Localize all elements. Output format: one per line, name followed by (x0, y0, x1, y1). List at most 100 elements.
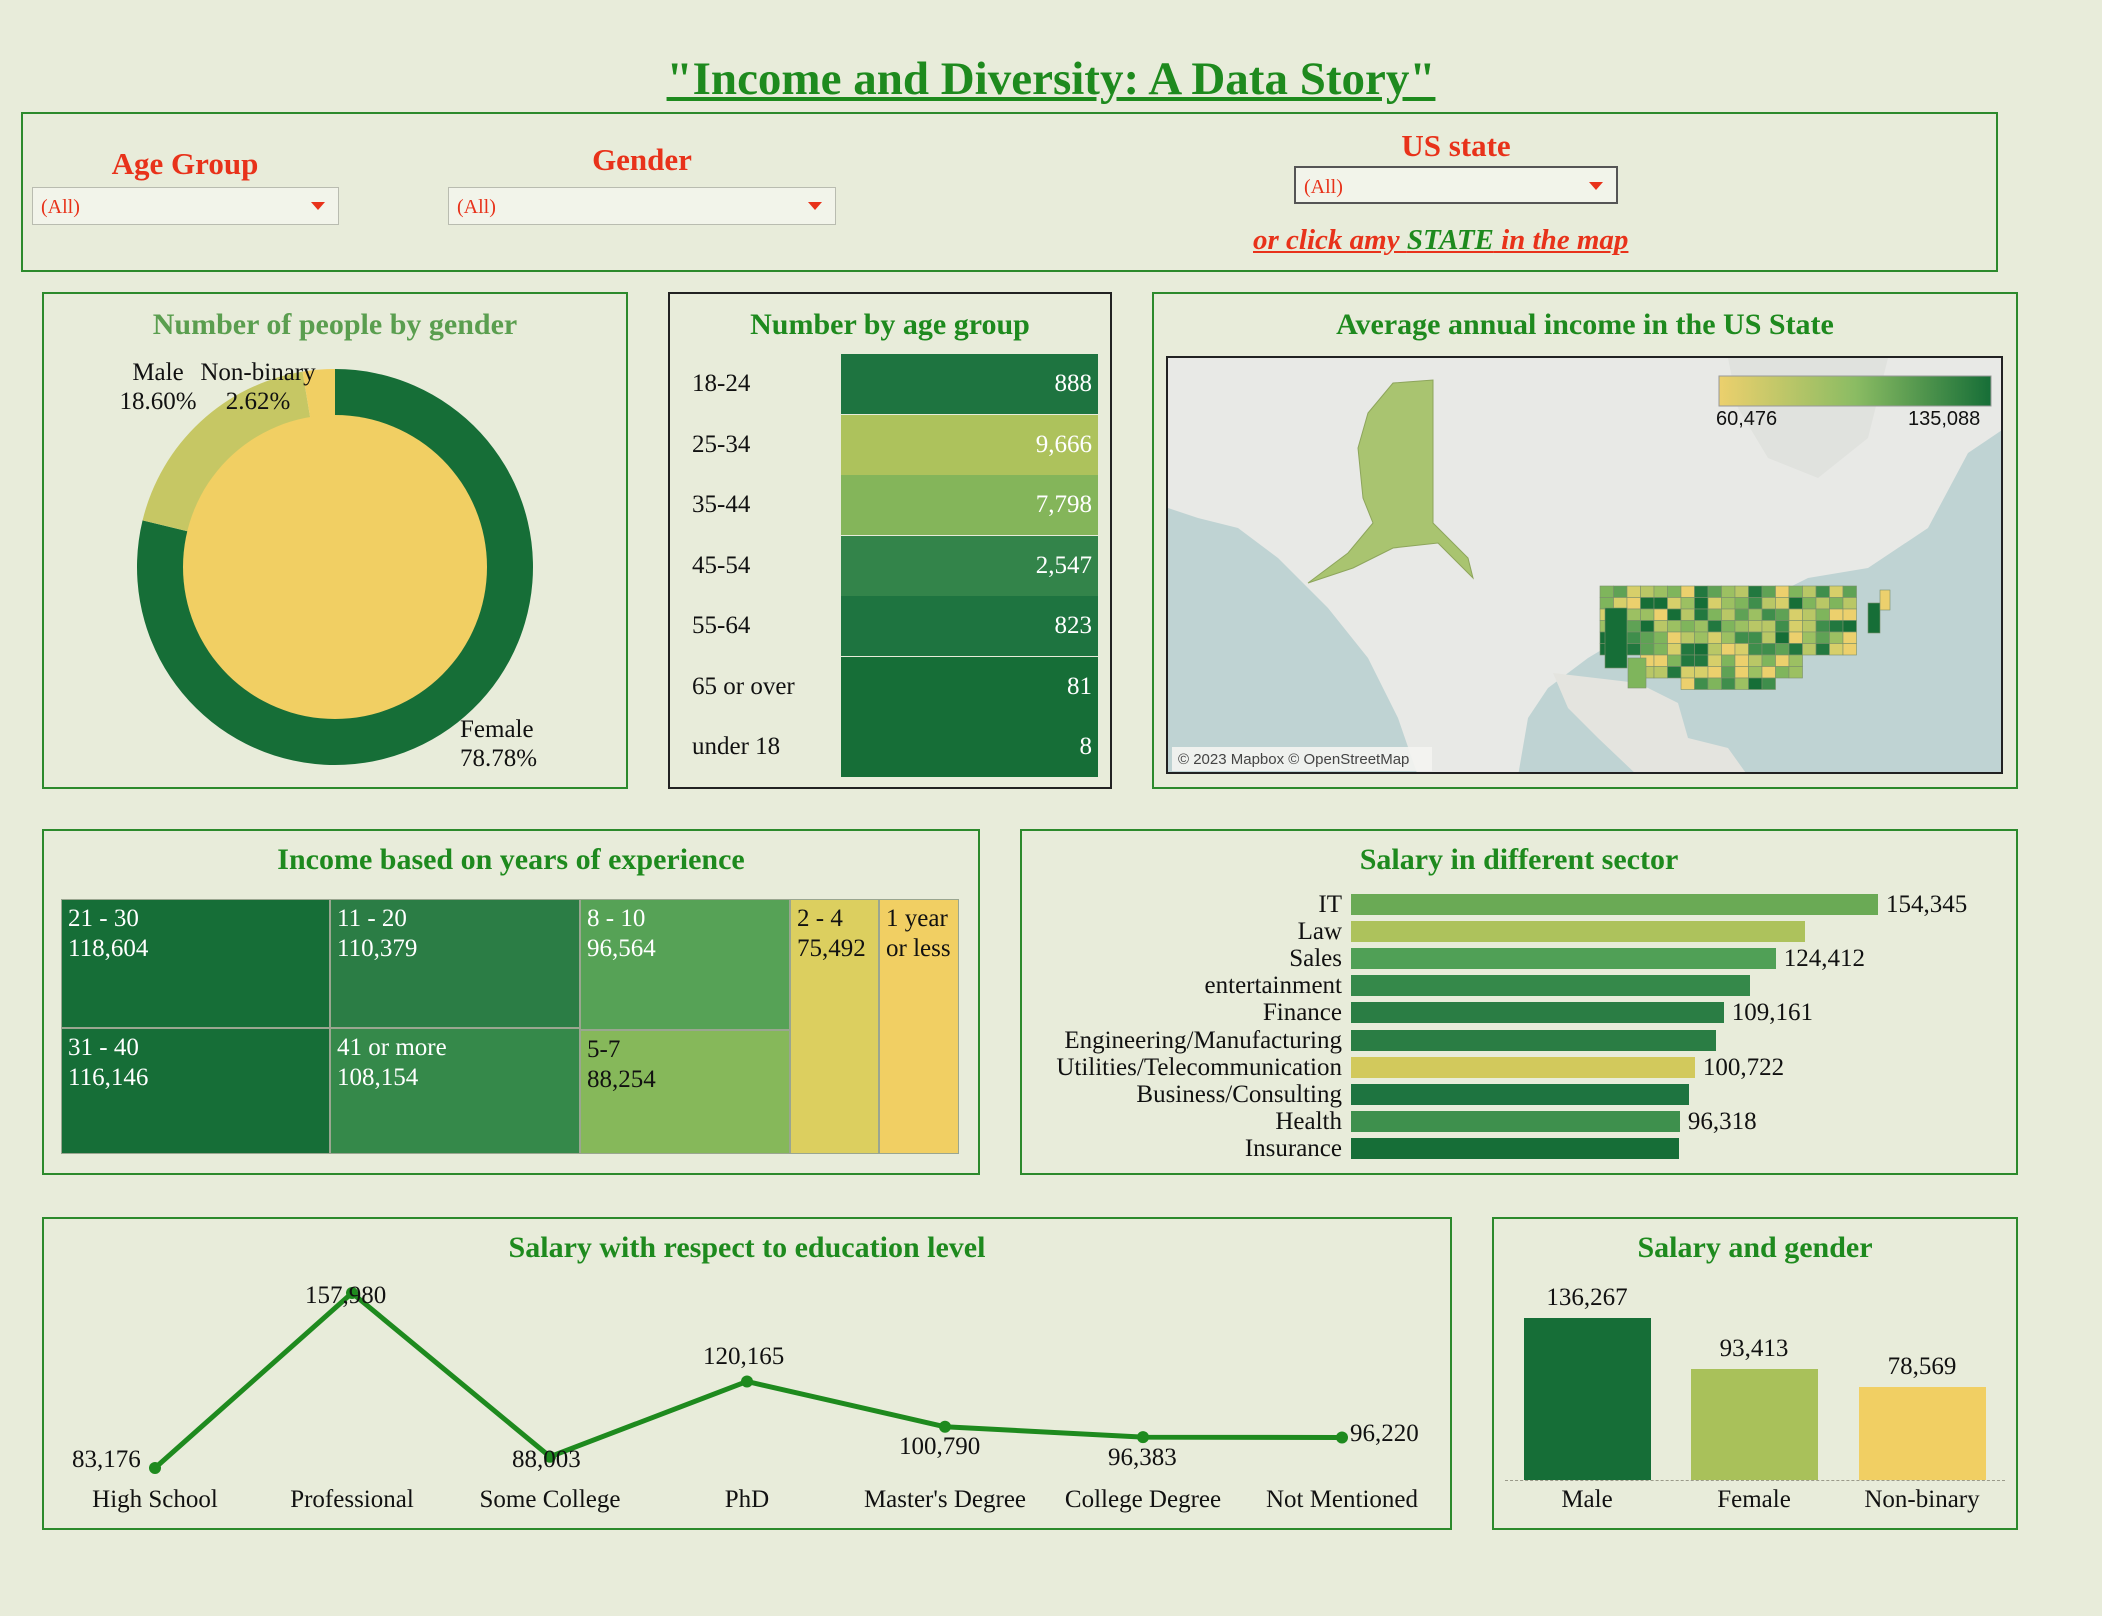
gender-salary-bar[interactable] (1859, 1386, 1986, 1480)
state-tile[interactable] (1721, 608, 1736, 621)
state-tile[interactable] (1694, 608, 1709, 621)
state-tile[interactable] (1761, 597, 1776, 610)
age-row-bar[interactable]: 9,666 (841, 414, 1098, 475)
sector-bar[interactable] (1351, 948, 1776, 970)
state-tile[interactable] (1842, 620, 1857, 633)
state-tile[interactable] (1626, 620, 1641, 633)
state-tile[interactable] (1775, 654, 1790, 667)
state-tile[interactable] (1775, 597, 1790, 610)
state-tile[interactable] (1829, 643, 1844, 656)
state-tile[interactable] (1721, 677, 1736, 690)
state-tile[interactable] (1829, 620, 1844, 633)
state-tile[interactable] (1761, 585, 1776, 598)
state-tile[interactable] (1694, 597, 1709, 610)
state-tile[interactable] (1707, 677, 1722, 690)
state-tile[interactable] (1748, 666, 1763, 679)
state-tile[interactable] (1626, 597, 1641, 610)
us-state-dropdown[interactable]: (All) (1294, 166, 1618, 204)
sector-bar[interactable] (1351, 1110, 1680, 1132)
state-tile[interactable] (1842, 631, 1857, 644)
state-tile[interactable] (1680, 631, 1695, 644)
state-tile[interactable] (1640, 631, 1655, 644)
state-tile[interactable] (1653, 666, 1668, 679)
state-tile[interactable] (1667, 643, 1682, 656)
state-tile[interactable] (1748, 585, 1763, 598)
state-tile[interactable] (1815, 585, 1830, 598)
state-tile[interactable] (1640, 620, 1655, 633)
state-tile[interactable] (1734, 643, 1749, 656)
state-tile[interactable] (1788, 631, 1803, 644)
state-tile[interactable] (1802, 643, 1817, 656)
state-tile[interactable] (1761, 654, 1776, 667)
state-tile[interactable] (1613, 597, 1628, 610)
sector-bar[interactable] (1351, 921, 1806, 943)
education-point[interactable] (149, 1462, 161, 1474)
age-row-bar[interactable]: 888 (841, 354, 1098, 414)
state-tile[interactable] (1761, 631, 1776, 644)
age-row-bar[interactable]: 81 (841, 656, 1098, 717)
state-tile[interactable] (1694, 643, 1709, 656)
state-tile[interactable] (1653, 585, 1668, 598)
state-tile[interactable] (1667, 666, 1682, 679)
state-tile[interactable] (1627, 657, 1647, 689)
age-row-bar[interactable]: 7,798 (841, 475, 1098, 535)
state-tile[interactable] (1626, 631, 1641, 644)
state-tile[interactable] (1829, 597, 1844, 610)
state-tile[interactable] (1748, 597, 1763, 610)
sector-bar[interactable] (1351, 1056, 1695, 1078)
state-tile[interactable] (1653, 631, 1668, 644)
state-tile[interactable] (1640, 597, 1655, 610)
state-tile[interactable] (1626, 585, 1641, 598)
state-tile[interactable] (1680, 654, 1695, 667)
state-tile[interactable] (1721, 666, 1736, 679)
treemap-cell-11-20[interactable]: 11 - 20 110,379 (330, 899, 580, 1028)
state-tile[interactable] (1680, 643, 1695, 656)
state-tile[interactable] (1775, 643, 1790, 656)
state-tile[interactable] (1775, 620, 1790, 633)
state-tile[interactable] (1761, 677, 1776, 690)
state-tile[interactable] (1721, 620, 1736, 633)
state-tile[interactable] (1707, 608, 1722, 621)
state-tile[interactable] (1815, 631, 1830, 644)
age-row-bar[interactable]: 8 (841, 717, 1098, 777)
sector-bar[interactable] (1351, 894, 1878, 915)
state-tile[interactable] (1734, 597, 1749, 610)
state-tile[interactable] (1879, 589, 1891, 611)
gender-dropdown[interactable]: (All) (448, 187, 836, 225)
age-row-bar[interactable]: 2,547 (841, 535, 1098, 596)
state-tile[interactable] (1867, 602, 1881, 634)
state-tile[interactable] (1599, 597, 1614, 610)
state-tile[interactable] (1694, 631, 1709, 644)
state-tile[interactable] (1734, 585, 1749, 598)
state-tile[interactable] (1626, 608, 1641, 621)
treemap-cell-1-year-or-less[interactable]: 1 year or less (879, 899, 959, 1154)
state-tile[interactable] (1604, 607, 1628, 669)
treemap-cell-8-10[interactable]: 8 - 10 96,564 (580, 899, 790, 1030)
state-tile[interactable] (1734, 631, 1749, 644)
education-point[interactable] (1137, 1431, 1149, 1444)
state-tile[interactable] (1761, 643, 1776, 656)
treemap-cell-2-4[interactable]: 2 - 4 75,492 (790, 899, 879, 1154)
state-tile[interactable] (1613, 585, 1628, 598)
state-tile[interactable] (1775, 631, 1790, 644)
state-tile[interactable] (1802, 608, 1817, 621)
state-tile[interactable] (1815, 597, 1830, 610)
state-tile[interactable] (1734, 608, 1749, 621)
state-tile[interactable] (1748, 677, 1763, 690)
state-tile[interactable] (1694, 666, 1709, 679)
state-tile[interactable] (1653, 597, 1668, 610)
state-tile[interactable] (1707, 654, 1722, 667)
state-tile[interactable] (1829, 585, 1844, 598)
state-tile[interactable] (1694, 677, 1709, 690)
state-tile[interactable] (1734, 677, 1749, 690)
state-tile[interactable] (1680, 608, 1695, 621)
state-tile[interactable] (1707, 631, 1722, 644)
us-states-grid[interactable] (1599, 585, 1891, 690)
treemap-cell-31-40[interactable]: 31 - 40 116,146 (61, 1028, 330, 1154)
state-tile[interactable] (1761, 666, 1776, 679)
state-tile[interactable] (1788, 654, 1803, 667)
state-tile[interactable] (1707, 666, 1722, 679)
us-income-map[interactable]: © 2023 Mapbox © OpenStreetMap (1166, 356, 2003, 774)
state-tile[interactable] (1667, 608, 1682, 621)
state-tile[interactable] (1680, 677, 1695, 690)
